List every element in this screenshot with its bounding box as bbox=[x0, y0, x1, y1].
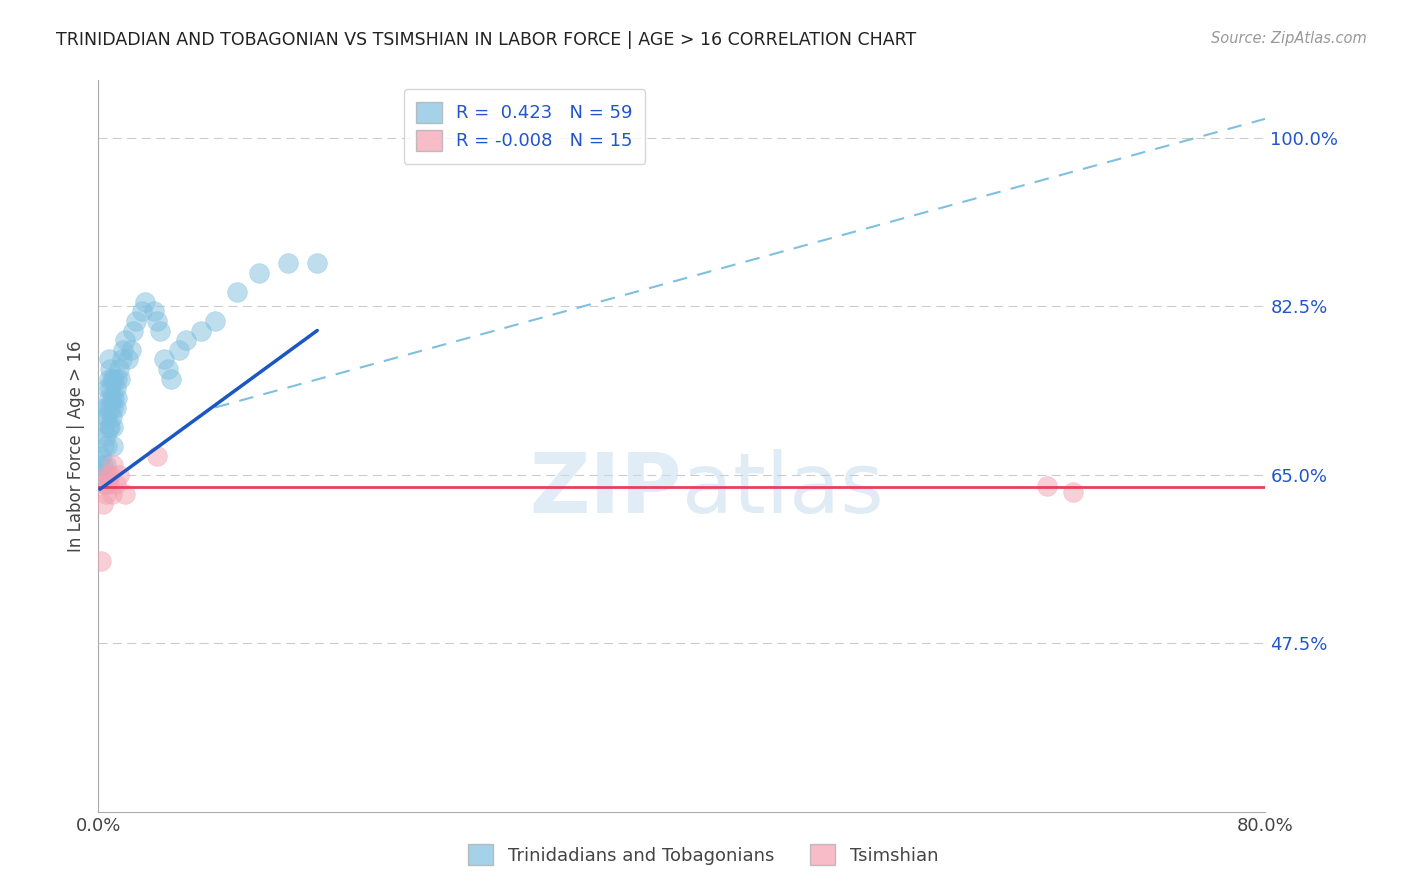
Y-axis label: In Labor Force | Age > 16: In Labor Force | Age > 16 bbox=[66, 340, 84, 552]
Point bbox=[125, 314, 148, 328]
Point bbox=[1035, 479, 1057, 493]
Point bbox=[101, 458, 124, 473]
Point bbox=[96, 401, 118, 415]
Point bbox=[103, 391, 125, 405]
Text: atlas: atlas bbox=[682, 450, 883, 531]
Point bbox=[307, 256, 329, 270]
Point bbox=[157, 362, 180, 376]
Point bbox=[98, 381, 121, 395]
Point bbox=[93, 419, 115, 434]
Point bbox=[91, 458, 114, 473]
Point bbox=[105, 371, 128, 385]
Point bbox=[100, 391, 122, 405]
Point bbox=[97, 371, 120, 385]
Point bbox=[204, 314, 226, 328]
Point bbox=[101, 419, 124, 434]
Point bbox=[98, 401, 121, 415]
Point bbox=[97, 391, 120, 405]
Point bbox=[90, 449, 112, 463]
Point bbox=[146, 314, 169, 328]
Point bbox=[117, 352, 139, 367]
Point bbox=[111, 352, 134, 367]
Point bbox=[112, 343, 135, 357]
Point bbox=[108, 362, 131, 376]
Point bbox=[90, 554, 112, 568]
Point bbox=[94, 487, 117, 501]
Point bbox=[104, 401, 127, 415]
Text: Source: ZipAtlas.com: Source: ZipAtlas.com bbox=[1211, 31, 1367, 46]
Point bbox=[110, 371, 132, 385]
Point bbox=[97, 352, 120, 367]
Point bbox=[134, 294, 156, 309]
Point bbox=[93, 401, 115, 415]
Point bbox=[96, 467, 118, 482]
Point bbox=[160, 371, 183, 385]
Point bbox=[97, 477, 120, 491]
Point bbox=[142, 304, 165, 318]
Point bbox=[153, 352, 176, 367]
Point bbox=[226, 285, 249, 299]
Point bbox=[94, 458, 117, 473]
Text: TRINIDADIAN AND TOBAGONIAN VS TSIMSHIAN IN LABOR FORCE | AGE > 16 CORRELATION CH: TRINIDADIAN AND TOBAGONIAN VS TSIMSHIAN … bbox=[56, 31, 917, 49]
Point bbox=[146, 449, 169, 463]
Point bbox=[104, 381, 127, 395]
Point bbox=[114, 487, 136, 501]
Point bbox=[96, 439, 118, 453]
Point bbox=[122, 324, 145, 338]
Legend: Trinidadians and Tobagonians, Tsimshian: Trinidadians and Tobagonians, Tsimshian bbox=[458, 835, 948, 874]
Point bbox=[114, 333, 136, 347]
Point bbox=[91, 467, 114, 482]
Point bbox=[100, 410, 122, 425]
Point bbox=[93, 477, 115, 491]
Point bbox=[96, 381, 118, 395]
Point bbox=[98, 467, 121, 482]
Point bbox=[190, 324, 212, 338]
Point bbox=[108, 467, 131, 482]
Point bbox=[149, 324, 172, 338]
Point bbox=[100, 371, 122, 385]
Point bbox=[94, 410, 117, 425]
Point bbox=[101, 439, 124, 453]
Point bbox=[105, 391, 128, 405]
Point bbox=[93, 439, 115, 453]
Point bbox=[98, 419, 121, 434]
Point bbox=[94, 477, 117, 491]
Point bbox=[98, 362, 121, 376]
Point bbox=[120, 343, 142, 357]
Point bbox=[100, 487, 122, 501]
Point bbox=[174, 333, 197, 347]
Point bbox=[91, 497, 114, 511]
Point bbox=[101, 401, 124, 415]
Text: ZIP: ZIP bbox=[530, 450, 682, 531]
Point bbox=[104, 477, 127, 491]
Point bbox=[89, 458, 111, 473]
Point bbox=[103, 371, 125, 385]
Point bbox=[277, 256, 299, 270]
Point bbox=[97, 419, 120, 434]
Point bbox=[131, 304, 153, 318]
Point bbox=[1062, 485, 1084, 500]
Point bbox=[247, 266, 270, 280]
Legend: R =  0.423   N = 59, R = -0.008   N = 15: R = 0.423 N = 59, R = -0.008 N = 15 bbox=[404, 89, 645, 163]
Point bbox=[167, 343, 190, 357]
Point bbox=[94, 429, 117, 443]
